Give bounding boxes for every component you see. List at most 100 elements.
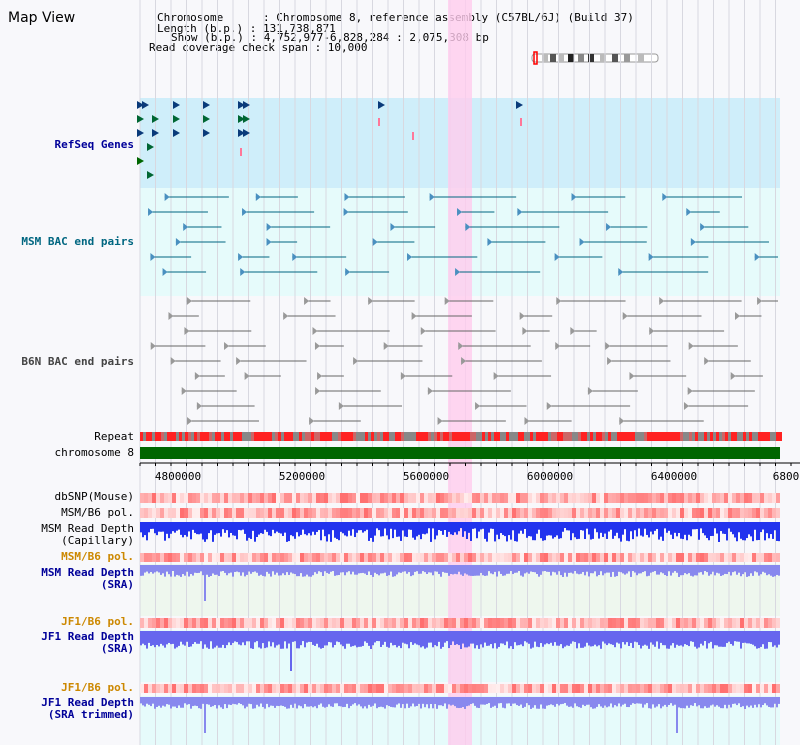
- chromosome-ideogram[interactable]: [528, 51, 662, 65]
- dbsnp-heat-cell: [356, 493, 360, 503]
- gene-feature: [516, 101, 523, 109]
- msm-sra-depth-bar: [684, 565, 686, 574]
- msm-sra-depth-bar: [390, 565, 392, 572]
- jf1-trim-depth-bar: [366, 697, 368, 709]
- jf1-pol-trim-heat-cell: [316, 684, 320, 693]
- jf1-sra-depth-bar: [446, 631, 448, 642]
- repeat-segment: [245, 432, 248, 441]
- msm-capillary-depth-bar: [524, 522, 526, 529]
- jf1-sra-depth-bar: [454, 631, 456, 645]
- repeat-segment: [158, 432, 161, 441]
- msm-sra-depth-bar: [506, 565, 508, 574]
- msm-sra-depth-bar: [664, 565, 666, 576]
- msm-capillary-depth-bar: [768, 522, 770, 539]
- jf1-trim-depth-bar: [722, 697, 724, 709]
- jf1-pol-heat-cell: [356, 618, 360, 628]
- msm-sra-depth-bar: [376, 565, 378, 575]
- jf1-pol-trim-heat-cell: [244, 684, 248, 693]
- msm-sra-depth-bar: [154, 565, 156, 573]
- msm-sra-depth-bar: [150, 565, 152, 572]
- msm-pol-heat-cell: [228, 508, 232, 518]
- jf1-sra-depth-bar: [596, 631, 598, 647]
- bac-end-marker: [455, 268, 461, 276]
- msm-capillary-depth-bar: [434, 522, 436, 540]
- msm-capillary-depth-bar: [370, 522, 372, 538]
- msm-pol-sra-heat-cell: [212, 553, 216, 562]
- jf1-sra-depth-bar: [150, 631, 152, 646]
- jf1-sra-depth-bar: [750, 631, 752, 644]
- msm-capillary-depth-bar: [414, 522, 416, 540]
- repeat-segment: [419, 432, 422, 441]
- refseq-genes-label[interactable]: RefSeq Genes: [54, 138, 134, 151]
- msm-capillary-depth-bar: [416, 522, 418, 537]
- msm-pol-sra-heat-cell: [164, 553, 168, 562]
- jf1-trim-depth-bar: [284, 697, 286, 707]
- msm-pol-sra-heat-cell: [256, 553, 260, 562]
- jf1-pol-heat-cell: [276, 618, 280, 628]
- msm-sra-depth-bar: [534, 565, 536, 573]
- msm-sra-depth-bar: [528, 565, 530, 574]
- jf1-sra-depth-bar: [572, 631, 574, 642]
- dbsnp-heat-cell: [560, 493, 564, 503]
- jf1-trim-depth-bar: [246, 697, 248, 707]
- msm-capillary-depth-bar: [194, 522, 196, 533]
- msm-sra-depth-bar: [532, 565, 534, 572]
- dbsnp-heat-cell: [368, 493, 372, 503]
- msm-capillary-depth-bar: [546, 522, 548, 536]
- jf1-sra-depth-bar: [722, 631, 724, 647]
- msm-capillary-depth-bar: [586, 522, 588, 529]
- jf1-sra-depth-bar: [556, 631, 558, 646]
- msm-pol-heat-cell: [576, 508, 580, 518]
- jf1-sra-depth-bar: [470, 631, 472, 644]
- msm-read-depth-capillary-label: MSM Read Depth (Capillary): [41, 522, 134, 547]
- msm-sra-depth-bar: [340, 565, 342, 573]
- repeat-segment: [695, 432, 698, 441]
- msm-bac-label[interactable]: MSM BAC end pairs: [21, 235, 134, 248]
- msm-pol-sra-heat-cell: [444, 553, 448, 562]
- msm-pol-heat-cell: [692, 508, 696, 518]
- msm-capillary-depth-bar: [348, 522, 350, 531]
- jf1-pol-heat-cell: [424, 618, 428, 628]
- jf1-sra-depth-bar: [306, 631, 308, 643]
- jf1-trim-depth-bar: [444, 697, 446, 704]
- jf1-trim-depth-bar: [562, 697, 564, 704]
- jf1-sra-depth-bar: [652, 631, 654, 645]
- dbsnp-heat-cell: [312, 493, 316, 503]
- msm-sra-depth-bar: [476, 565, 478, 576]
- dbsnp-heat-cell: [392, 493, 396, 503]
- repeat-segment: [149, 432, 152, 441]
- msm-sra-depth-bar: [634, 565, 636, 573]
- dbsnp-heat-cell: [508, 493, 512, 503]
- repeat-segment: [539, 432, 542, 441]
- msm-pol-heat-cell: [224, 508, 228, 518]
- msm-pol-heat-cell: [180, 508, 184, 518]
- msm-capillary-depth-bar: [606, 522, 608, 539]
- jf1-sra-depth-bar: [270, 631, 272, 647]
- jf1-trim-depth-bar: [776, 697, 778, 708]
- msm-sra-depth-bar: [566, 565, 568, 577]
- msm-pol-heat-cell: [704, 508, 708, 518]
- msm-sra-depth-bar: [710, 565, 712, 575]
- jf1-trim-depth-bar: [258, 697, 260, 707]
- jf1-pol-trim-heat-cell: [396, 684, 400, 693]
- msm-pol-sra-heat-cell: [356, 553, 360, 562]
- msm-sra-depth-bar: [338, 565, 340, 575]
- msm-sra-depth-bar: [328, 565, 330, 574]
- dbsnp-heat-cell: [208, 493, 212, 503]
- jf1-trim-depth-bar: [768, 697, 770, 707]
- jf1-sra-depth-bar: [538, 631, 540, 648]
- jf1-trim-depth-bar: [578, 697, 580, 708]
- msm-sra-depth-bar: [628, 565, 630, 572]
- jf1-sra-depth-bar: [760, 631, 762, 647]
- msm-capillary-depth-bar: [610, 522, 612, 530]
- jf1-trim-depth-bar: [694, 697, 696, 704]
- jf1-sra-depth-bar: [156, 631, 158, 645]
- jf1-sra-depth-bar: [366, 631, 368, 643]
- repeat-segment: [521, 432, 524, 441]
- bac-end-marker: [556, 297, 562, 305]
- jf1-pol-trim-heat-cell: [516, 684, 520, 693]
- b6n-bac-label[interactable]: B6N BAC end pairs: [21, 355, 134, 368]
- msm-sra-depth-bar: [668, 565, 670, 572]
- jf1-sra-depth-bar: [626, 631, 628, 643]
